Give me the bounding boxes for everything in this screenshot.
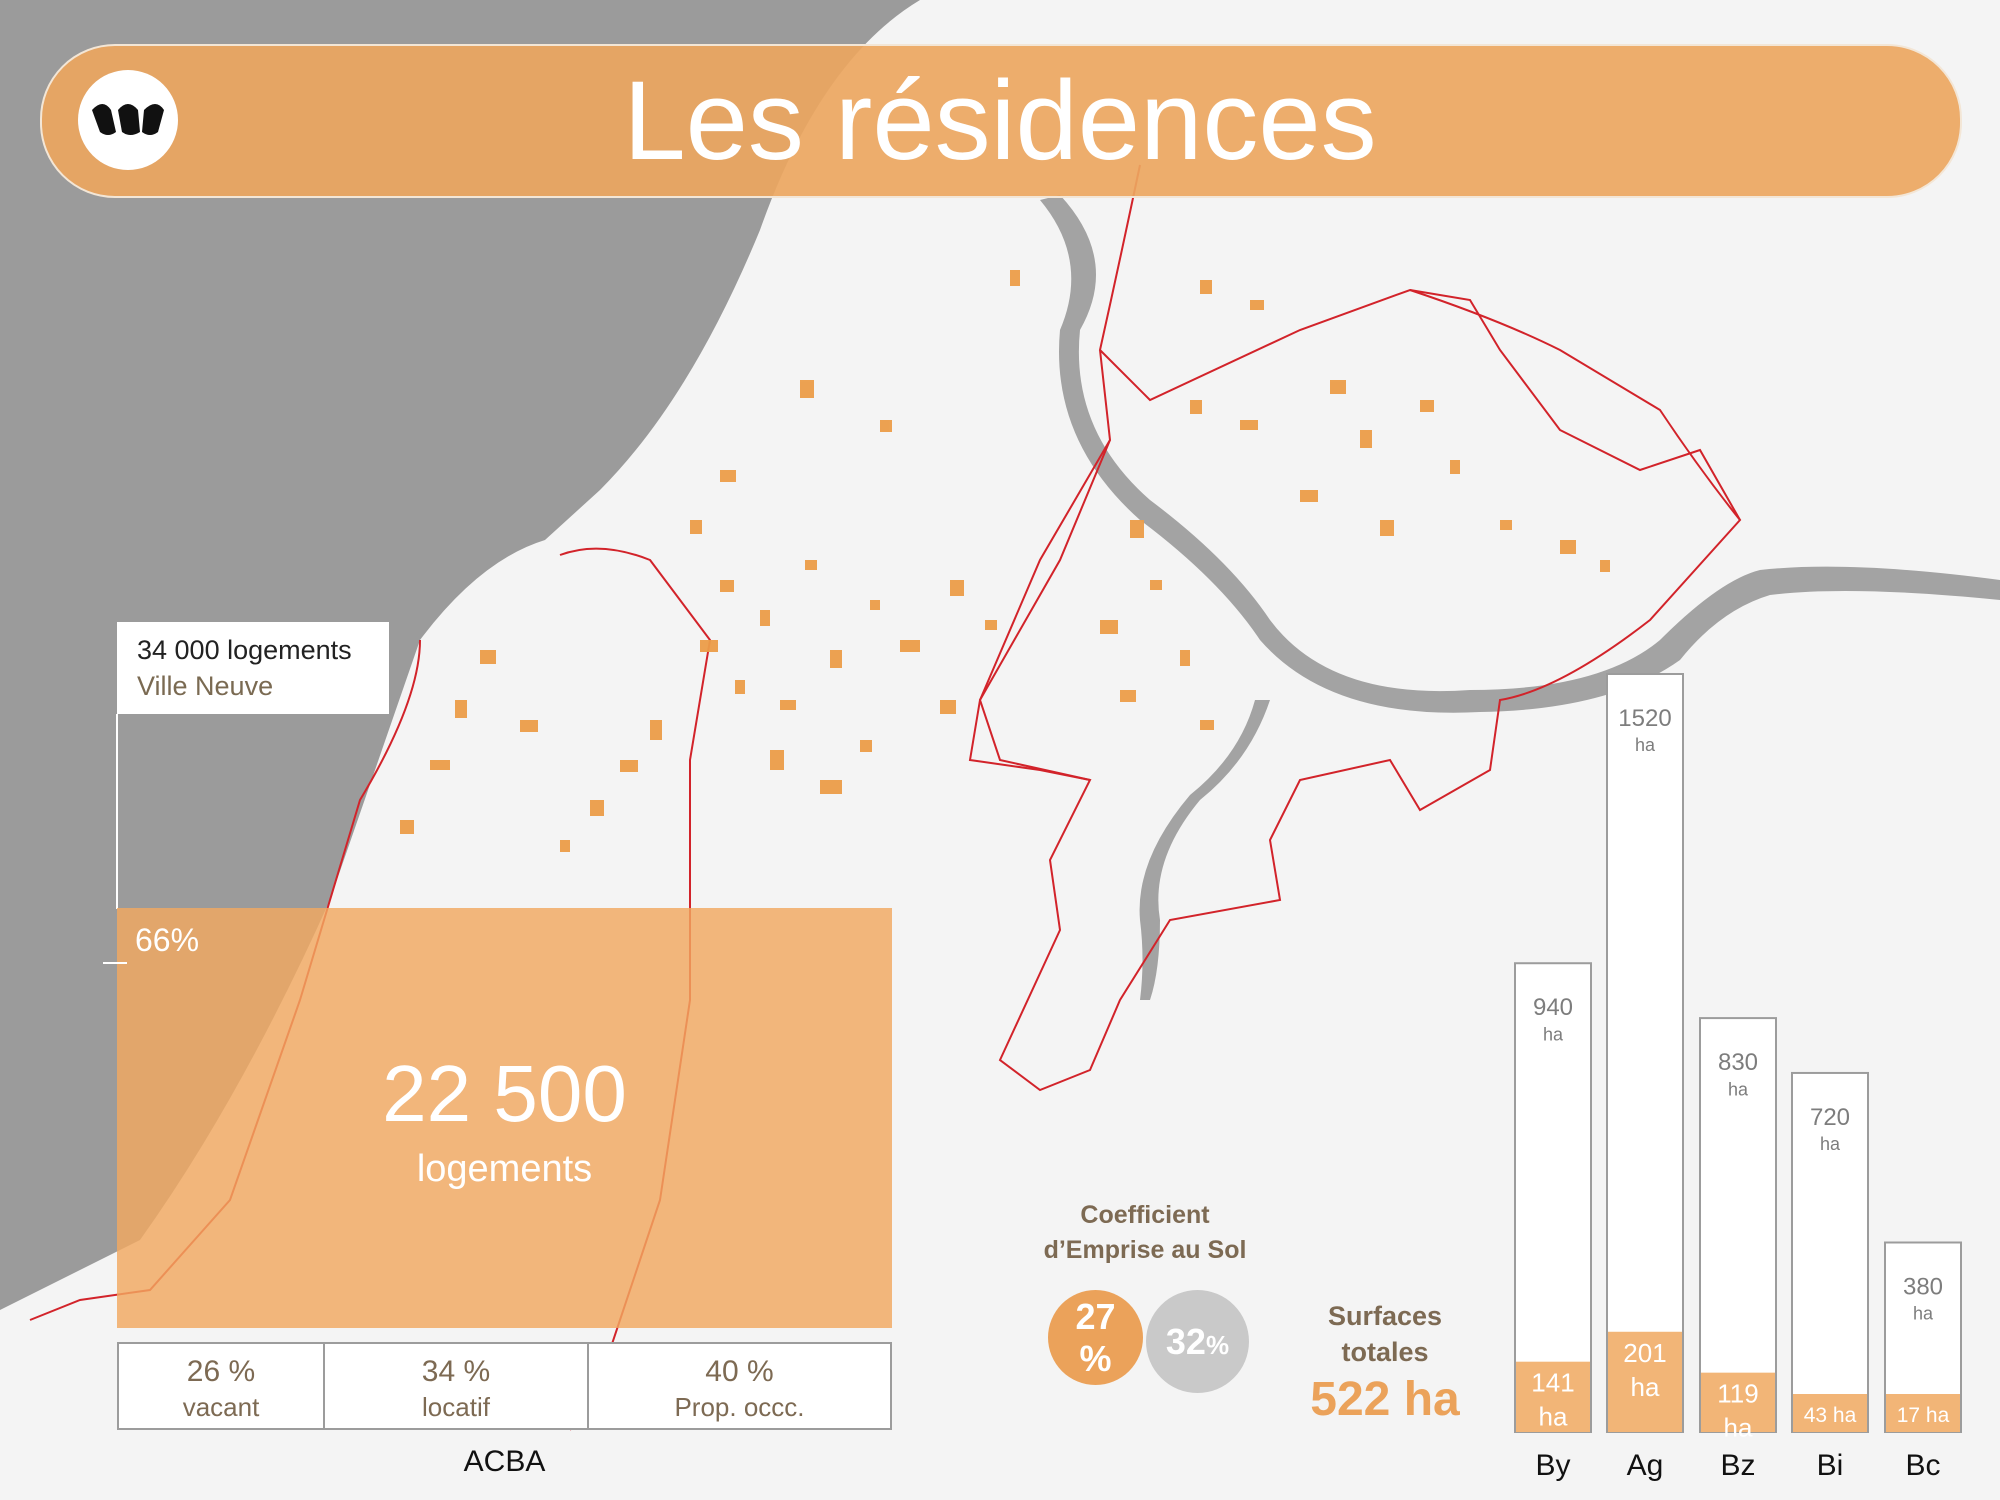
bar-residential-label: 119 ha bbox=[1717, 1379, 1758, 1443]
river-branch bbox=[1139, 700, 1270, 1000]
surfaces-title-line1: Surfaces bbox=[1327, 1301, 1443, 1331]
bar-residential-label: 141 ha bbox=[1531, 1368, 1574, 1432]
bar-residential-Bz bbox=[1701, 1372, 1775, 1432]
page-title: Les résidences bbox=[623, 58, 1377, 183]
share-tick bbox=[103, 962, 127, 964]
bar-total-By bbox=[1514, 962, 1592, 1433]
area-label: Ville Neuve bbox=[137, 671, 274, 701]
bar-total-label: 940 ha bbox=[1533, 994, 1573, 1044]
ces-value1-unit: % bbox=[1079, 1338, 1112, 1379]
bar-residential-label: 43 ha bbox=[1804, 1404, 1857, 1427]
surfaces-title-line2: totales bbox=[1341, 1337, 1429, 1367]
occupancy-value: 40 % bbox=[705, 1355, 774, 1388]
occupancy-value: 26 % bbox=[186, 1355, 256, 1388]
logo-icon bbox=[78, 70, 178, 170]
occupancy-label: Prop. occc. bbox=[674, 1392, 805, 1422]
ces-circle-grey: 32% bbox=[1146, 1290, 1249, 1393]
housing-count: 22 500 bbox=[382, 1049, 627, 1138]
occupancy-label: vacant bbox=[182, 1392, 260, 1422]
bar-total-label: 830 ha bbox=[1718, 1049, 1758, 1099]
bar-category-label: Bc bbox=[1905, 1449, 1940, 1482]
total-housing-label: 34 000 logements bbox=[137, 635, 352, 665]
bar-residential-Bi bbox=[1793, 1394, 1867, 1432]
callout-line bbox=[116, 714, 118, 909]
occupancy-value: 34 % bbox=[421, 1355, 491, 1388]
occupancy-vacant: 26 % vacant bbox=[119, 1344, 325, 1428]
ville-callout: 34 000 logements Ville Neuve bbox=[117, 622, 389, 714]
bar-total-label: 380 ha bbox=[1903, 1274, 1943, 1324]
occupancy-owner: 40 % Prop. occc. bbox=[589, 1344, 890, 1428]
river bbox=[1040, 195, 2000, 713]
bar-residential-label: 201 ha bbox=[1623, 1338, 1666, 1402]
bar-category-label: Bz bbox=[1720, 1449, 1755, 1482]
ces-value2-unit: % bbox=[1205, 1330, 1230, 1360]
bar-residential-By bbox=[1516, 1361, 1590, 1432]
ces-title-line1: Coefficient bbox=[1080, 1201, 1210, 1229]
occupancy-caption: ACBA bbox=[463, 1445, 546, 1478]
bar-category-label: By bbox=[1535, 1449, 1570, 1482]
ces-title-line2: d’Emprise au Sol bbox=[1043, 1236, 1247, 1264]
ces-value1: 27 bbox=[1075, 1296, 1116, 1337]
housing-share-box: 66% 22 500 logements bbox=[117, 908, 892, 1328]
bar-category-label: Bi bbox=[1817, 1449, 1844, 1482]
bar-total-label: 720 ha bbox=[1810, 1104, 1850, 1154]
title-banner bbox=[40, 44, 1962, 198]
share-percent: 66% bbox=[135, 922, 200, 958]
ces-circle-orange: 27 % bbox=[1048, 1290, 1143, 1385]
ces-value2: 32 bbox=[1165, 1321, 1206, 1362]
bar-total-Bz bbox=[1699, 1017, 1777, 1433]
surfaces-value: 522 ha bbox=[1310, 1373, 1460, 1426]
occupancy-locatif: 34 % locatif bbox=[325, 1344, 589, 1428]
bar-residential-Ag bbox=[1608, 1331, 1682, 1432]
bar-total-Bi bbox=[1791, 1071, 1869, 1434]
bar-total-label: 1520 ha bbox=[1618, 705, 1671, 755]
bar-total-Ag bbox=[1606, 673, 1684, 1433]
occupancy-table: 26 % vacant 34 % locatif 40 % Prop. occc… bbox=[117, 1342, 892, 1430]
ces-title: Coefficient d’Emprise au Sol bbox=[1030, 1198, 1260, 1268]
surfaces-title: Surfaces totales bbox=[1295, 1298, 1475, 1370]
occupancy-label: locatif bbox=[422, 1392, 490, 1422]
bar-category-label: Ag bbox=[1627, 1449, 1664, 1482]
residential-patches bbox=[400, 270, 1610, 852]
bar-residential-label: 17 ha bbox=[1897, 1404, 1950, 1427]
housing-unit-label: logements bbox=[416, 1148, 593, 1190]
bar-residential-Bc bbox=[1886, 1394, 1960, 1432]
